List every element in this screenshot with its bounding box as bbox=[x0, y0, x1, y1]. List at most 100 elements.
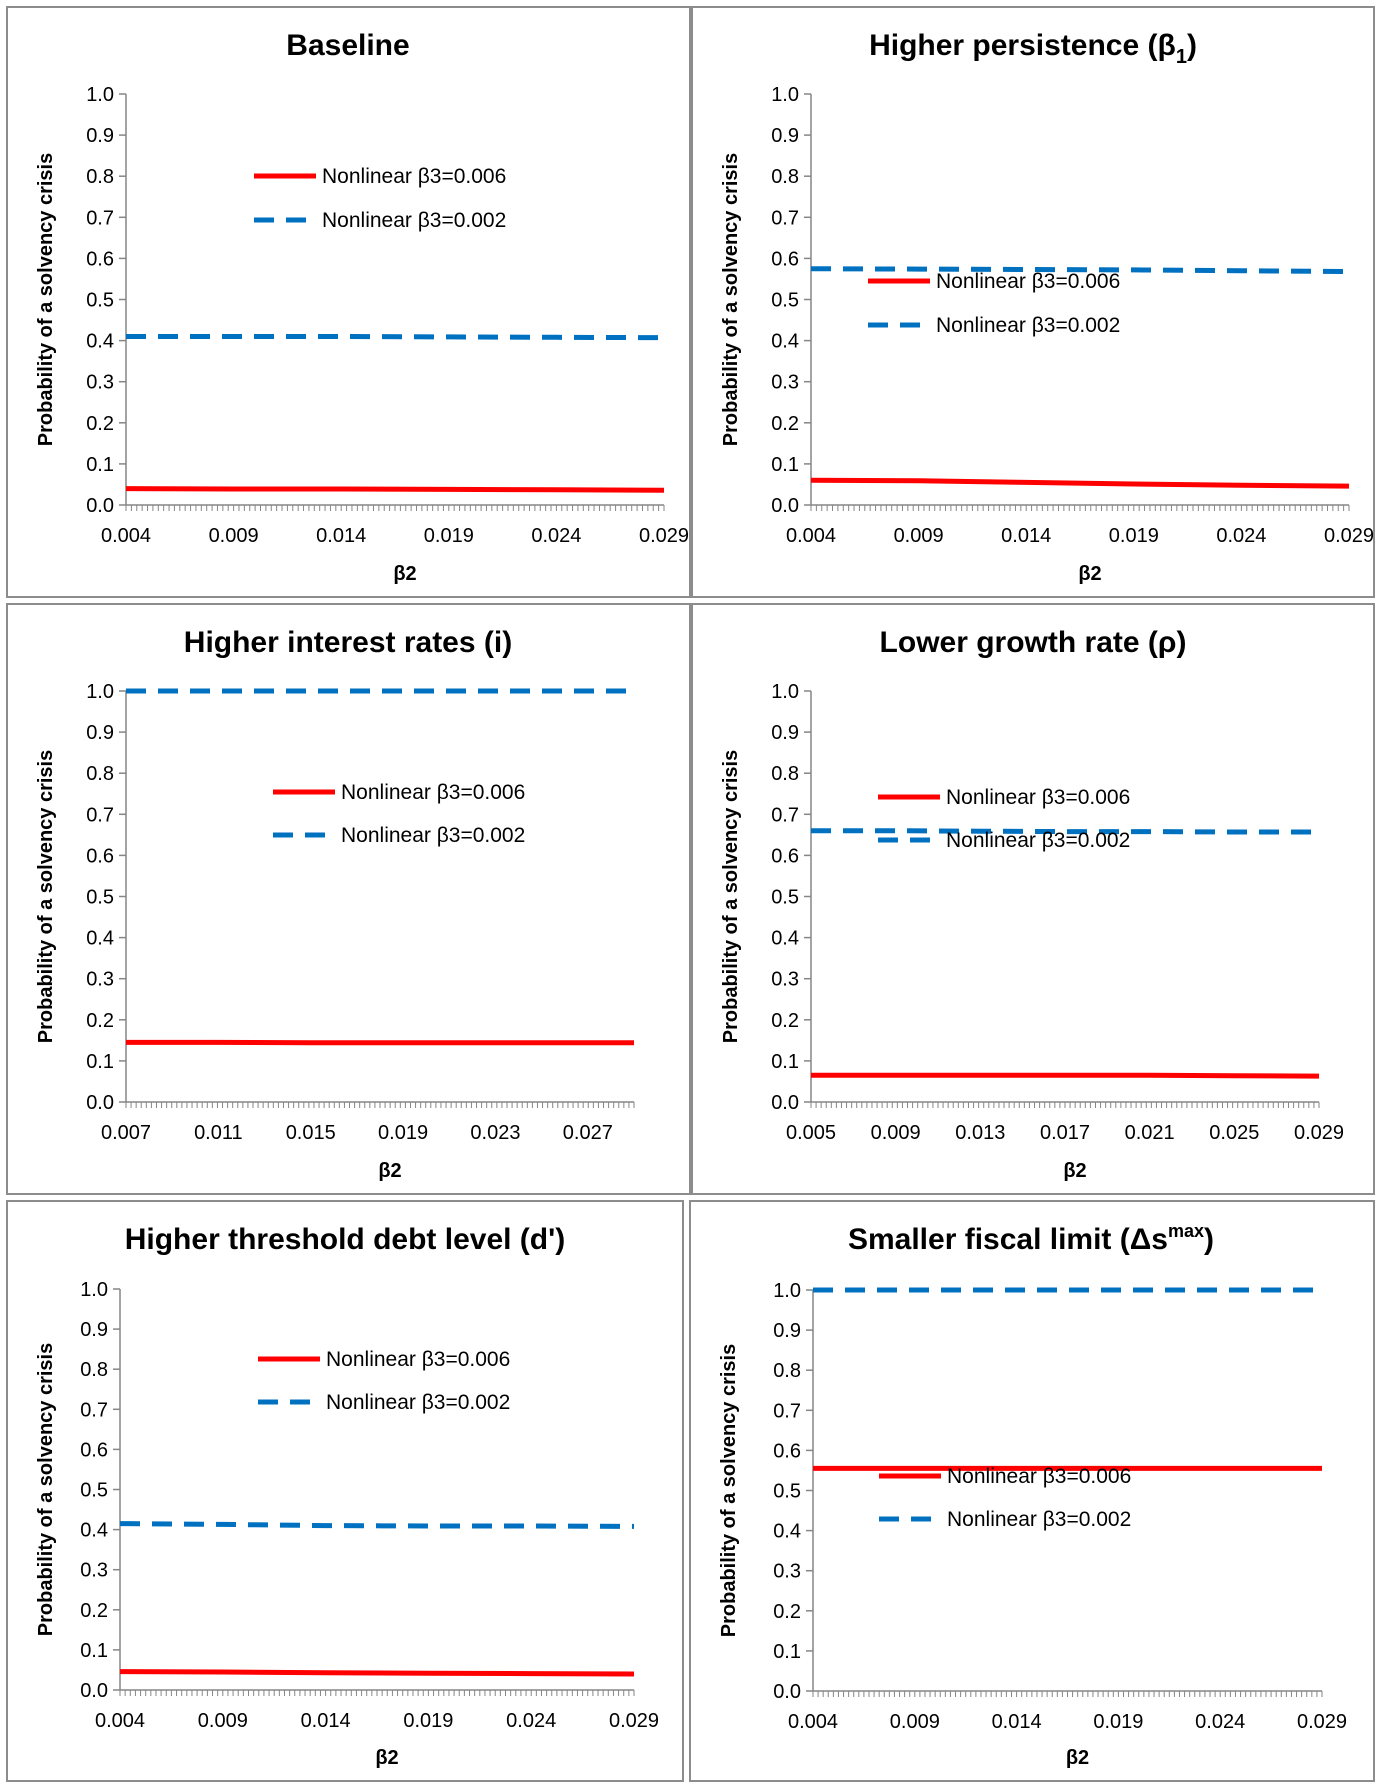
x-tick-label: 0.005 bbox=[786, 1122, 836, 1144]
x-axis-label: β2 bbox=[375, 1747, 398, 1769]
legend-label: Nonlinear β3=0.006 bbox=[341, 781, 525, 804]
x-tick-label: 0.027 bbox=[563, 1122, 613, 1144]
chart-title: Smaller fiscal limit (Δsmax) bbox=[848, 1221, 1214, 1256]
x-tick-label: 0.009 bbox=[198, 1710, 248, 1732]
y-tick-label: 0.5 bbox=[86, 887, 114, 909]
x-tick-label: 0.004 bbox=[788, 1711, 838, 1733]
x-tick-label: 0.017 bbox=[1040, 1122, 1090, 1144]
y-tick-label: 0.6 bbox=[86, 845, 114, 867]
legend-label: Nonlinear β3=0.006 bbox=[936, 270, 1120, 293]
y-tick-label: 0.6 bbox=[80, 1439, 108, 1461]
y-tick-label: 0.4 bbox=[771, 928, 799, 950]
y-tick-label: 0.4 bbox=[86, 331, 114, 353]
y-tick-label: 1.0 bbox=[771, 681, 799, 703]
y-tick-label: 0.2 bbox=[771, 1010, 799, 1032]
series-line-beta3-0.002 bbox=[810, 266, 1350, 275]
y-tick-label: 0.4 bbox=[86, 928, 114, 950]
x-tick-label: 0.019 bbox=[378, 1122, 428, 1144]
x-tick-label: 0.019 bbox=[1109, 525, 1159, 547]
y-tick-label: 0.7 bbox=[771, 207, 799, 229]
chart-title: Baseline bbox=[286, 29, 409, 62]
series-line-beta3-0.002 bbox=[119, 1521, 635, 1529]
x-tick-label: 0.019 bbox=[403, 1710, 453, 1732]
x-tick-label: 0.015 bbox=[286, 1122, 336, 1144]
y-tick-label: 0.5 bbox=[771, 290, 799, 312]
x-axis-label: β2 bbox=[1078, 563, 1101, 585]
y-axis-label: Probability of a solvency crisis bbox=[35, 750, 57, 1043]
chart-svg: Higher threshold debt level (d') 0.0 0.1 0.… bbox=[35, 1223, 659, 1769]
y-tick-label: 0.6 bbox=[773, 1440, 801, 1462]
y-tick-label: 0.7 bbox=[773, 1400, 801, 1422]
y-tick-label: 0.0 bbox=[771, 495, 799, 517]
y-tick-label: 0.8 bbox=[773, 1360, 801, 1382]
panel-higher-threshold-debt: Higher threshold debt level (d') 0.0 0.1 0.… bbox=[6, 1200, 684, 1782]
y-tick-label: 0.7 bbox=[86, 804, 114, 826]
y-tick-label: 0.4 bbox=[771, 331, 799, 353]
y-tick-label: 0.1 bbox=[771, 1051, 799, 1073]
x-axis-label: β2 bbox=[1066, 1747, 1089, 1769]
y-tick-label: 0.7 bbox=[771, 804, 799, 826]
x-tick-label: 0.011 bbox=[194, 1122, 243, 1144]
y-axis-label: Probability of a solvency crisis bbox=[720, 153, 742, 446]
y-tick-label: 1.0 bbox=[773, 1280, 801, 1302]
x-axis-label: β2 bbox=[378, 1160, 401, 1182]
title-subscript: 1 bbox=[1176, 46, 1187, 68]
y-tick-label: 0.3 bbox=[771, 372, 799, 394]
y-tick-label: 0.9 bbox=[86, 125, 114, 147]
x-tick-label: 0.021 bbox=[1125, 1122, 1175, 1144]
x-tick-label: 0.007 bbox=[101, 1122, 151, 1144]
y-tick-label: 1.0 bbox=[80, 1279, 108, 1301]
title-superscript: max bbox=[1168, 1221, 1204, 1241]
y-tick-label: 0.8 bbox=[771, 763, 799, 785]
y-tick-label: 0.3 bbox=[771, 969, 799, 991]
series-line-beta3-0.006 bbox=[810, 477, 1350, 489]
x-axis-label: β2 bbox=[393, 563, 416, 585]
y-tick-label: 0.7 bbox=[86, 207, 114, 229]
chart-svg: Higher persistence (β1) 0.0 0.1 0.2 0.3 0.4 0.… bbox=[720, 29, 1373, 585]
y-tick-label: 0.1 bbox=[86, 1051, 114, 1073]
legend-label: Nonlinear β3=0.002 bbox=[946, 829, 1130, 852]
y-tick-label: 0.2 bbox=[80, 1600, 108, 1622]
x-tick-label: 0.029 bbox=[1294, 1122, 1344, 1144]
x-tick-label: 0.024 bbox=[531, 525, 581, 547]
series-line-beta3-0.002 bbox=[126, 334, 665, 341]
y-tick-label: 0.9 bbox=[771, 125, 799, 147]
x-tick-label: 0.029 bbox=[1297, 1711, 1347, 1733]
y-tick-label: 0.5 bbox=[86, 290, 114, 312]
panel-smaller-fiscal-limit: Smaller fiscal limit (Δsmax) 0.0 0.1 0.2 0.3… bbox=[689, 1200, 1375, 1782]
panel-lower-growth-rate: Lower growth rate (ρ) 0.0 0.1 0.2 0.3 0.4 0.5 0… bbox=[691, 603, 1375, 1195]
y-tick-label: 0.9 bbox=[86, 722, 114, 744]
y-tick-label: 0.0 bbox=[86, 1092, 114, 1114]
legend-label: Nonlinear β3=0.006 bbox=[946, 786, 1130, 809]
x-tick-label: 0.024 bbox=[506, 1710, 556, 1732]
legend-label: Nonlinear β3=0.002 bbox=[936, 314, 1120, 337]
y-tick-label: 0.9 bbox=[771, 722, 799, 744]
x-tick-label: 0.004 bbox=[786, 525, 836, 547]
y-tick-label: 0.8 bbox=[86, 763, 114, 785]
x-tick-label: 0.019 bbox=[424, 525, 474, 547]
y-axis-label: Probability of a solvency crisis bbox=[35, 153, 57, 446]
y-tick-label: 1.0 bbox=[86, 681, 114, 703]
x-tick-label: 0.029 bbox=[1324, 525, 1373, 547]
y-tick-label: 0.9 bbox=[80, 1319, 108, 1341]
x-tick-label: 0.019 bbox=[1093, 1711, 1143, 1733]
y-tick-label: 0.1 bbox=[773, 1641, 801, 1663]
y-tick-label: 0.1 bbox=[80, 1640, 108, 1662]
x-tick-label: 0.009 bbox=[209, 525, 259, 547]
y-tick-label: 0.2 bbox=[86, 1010, 114, 1032]
legend-label: Nonlinear β3=0.002 bbox=[326, 1391, 510, 1414]
title-end: ) bbox=[1204, 1223, 1214, 1256]
series-line-beta3-0.006 bbox=[811, 1072, 1320, 1079]
panel-higher-interest-rates: Higher interest rates (i) 0.0 0.1 0.2 0.3 0.4… bbox=[6, 603, 691, 1195]
x-tick-label: 0.023 bbox=[470, 1122, 520, 1144]
y-tick-label: 0.5 bbox=[80, 1480, 108, 1502]
y-tick-label: 0.0 bbox=[771, 1092, 799, 1114]
x-tick-label: 0.004 bbox=[95, 1710, 145, 1732]
y-tick-label: 0.0 bbox=[773, 1681, 801, 1703]
y-tick-label: 0.2 bbox=[771, 413, 799, 435]
y-tick-label: 0.0 bbox=[80, 1680, 108, 1702]
y-tick-label: 0.5 bbox=[771, 887, 799, 909]
panel-baseline: Baseline 0.0 0.1 0.2 0.3 0.4 0.5 0.6 0.7 0.8 0.9 1.… bbox=[6, 6, 691, 598]
y-tick-label: 0.2 bbox=[773, 1601, 801, 1623]
y-tick-label: 0.4 bbox=[80, 1520, 108, 1542]
